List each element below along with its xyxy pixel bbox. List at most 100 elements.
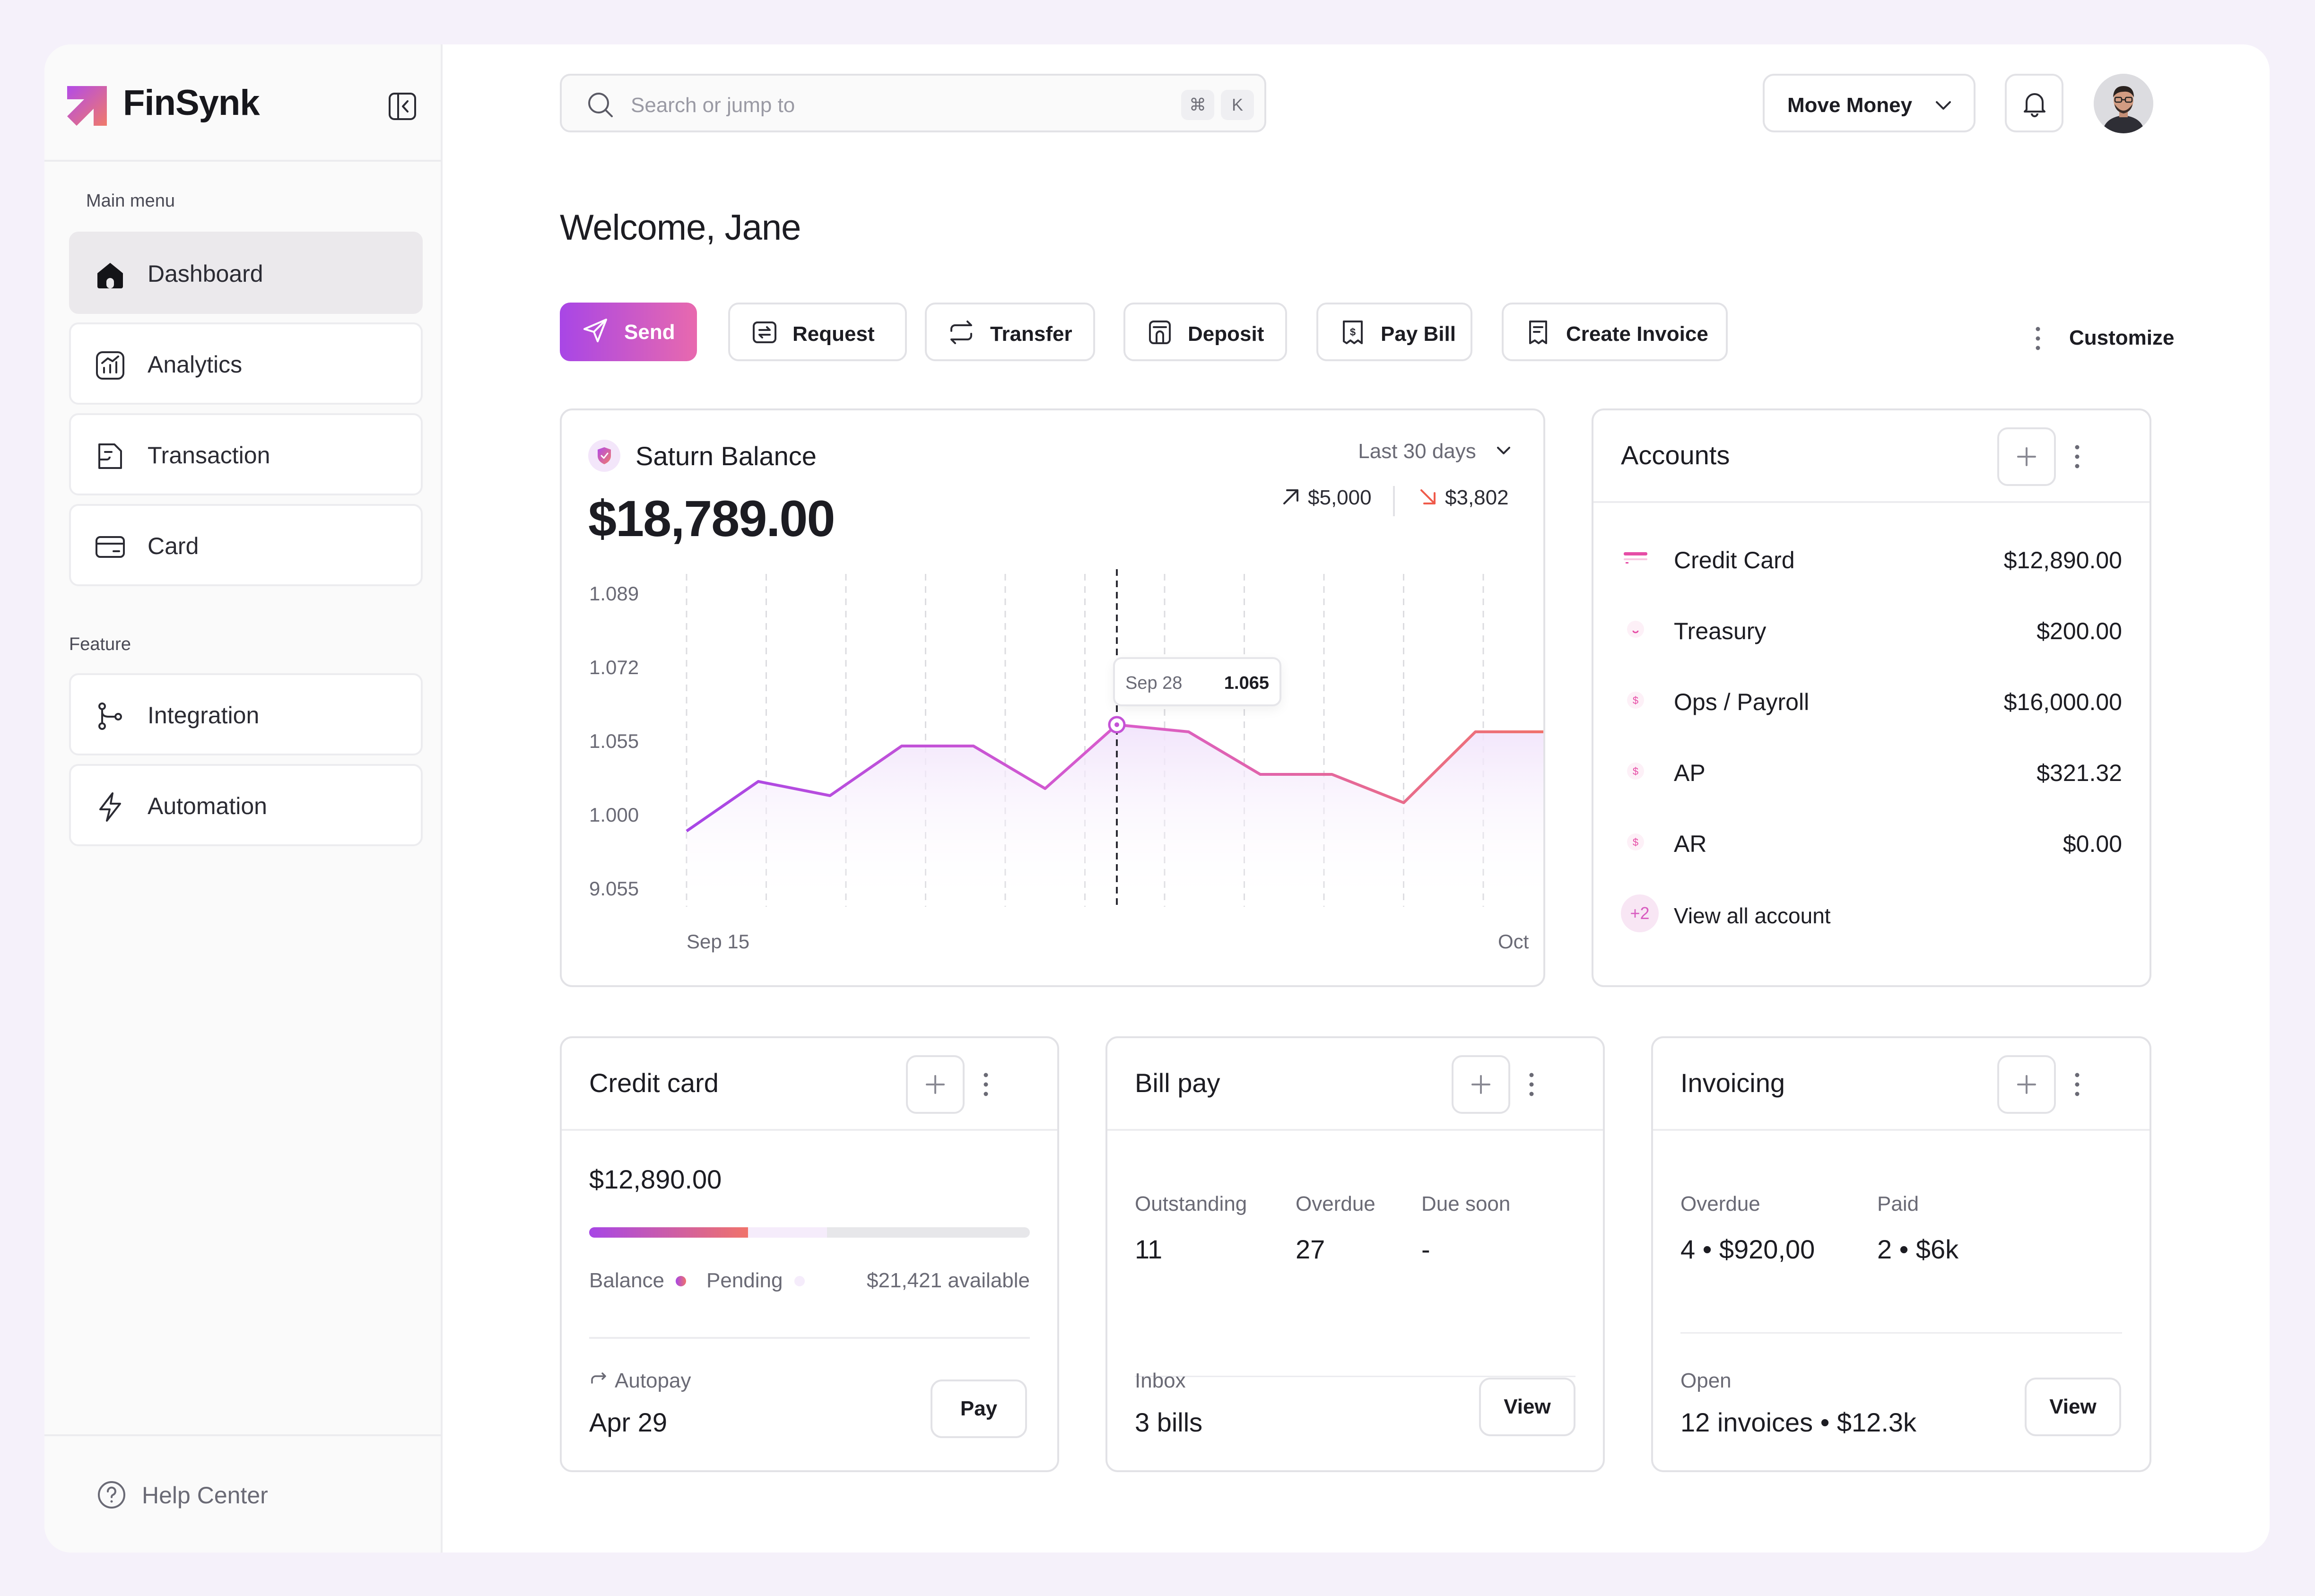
create-invoice-button[interactable]: Create Invoice xyxy=(1502,303,1728,361)
x-axis-tick: Sep 15 xyxy=(687,930,750,953)
card-divider xyxy=(562,1129,1057,1131)
credit-usage-bar xyxy=(589,1227,1030,1238)
pending-legend: Pending xyxy=(706,1269,805,1292)
due-soon-value: - xyxy=(1421,1234,1430,1264)
inbox-value: 3 bills xyxy=(1135,1407,1203,1437)
view-all-accounts-link[interactable]: +2 View all account xyxy=(1593,889,2150,936)
balance-line-chart xyxy=(686,569,1543,907)
account-amount: $12,890.00 xyxy=(2003,547,2122,573)
svg-text:$: $ xyxy=(1350,326,1356,338)
finsynk-logo-icon xyxy=(67,86,107,126)
plus-icon xyxy=(926,1075,945,1094)
send-button[interactable]: Send xyxy=(560,303,697,361)
bill-icon: $ xyxy=(1343,321,1363,344)
sidebar-collapse-icon[interactable] xyxy=(388,92,417,121)
autopay-label-row: Autopay xyxy=(589,1369,691,1393)
pay-bill-button[interactable]: $ Pay Bill xyxy=(1316,303,1472,361)
card-divider xyxy=(1653,1129,2150,1131)
request-label: Request xyxy=(792,322,875,346)
search-placeholder: Search or jump to xyxy=(631,94,795,117)
date-range-dropdown[interactable]: Last 30 days xyxy=(1358,440,1513,463)
add-invoice-button[interactable] xyxy=(1997,1055,2056,1114)
kebab-icon[interactable] xyxy=(979,1070,993,1099)
add-bill-button[interactable] xyxy=(1452,1055,1510,1114)
repeat-icon xyxy=(591,1372,606,1384)
balance-card: Saturn Balance Last 30 days $18,789.00 $… xyxy=(560,408,1545,987)
outflow-stat: $3,802 xyxy=(1418,486,1509,510)
autopay-date: Apr 29 xyxy=(589,1407,667,1437)
search-icon xyxy=(588,93,613,117)
add-credit-card-button[interactable] xyxy=(906,1055,965,1114)
kebab-icon[interactable] xyxy=(2070,442,2084,471)
balance-dot xyxy=(676,1276,687,1286)
deposit-icon xyxy=(1149,321,1171,344)
kebab-icon[interactable] xyxy=(1524,1070,1539,1099)
sidebar-item-label: Analytics xyxy=(148,351,243,378)
help-center-link[interactable]: Help Center xyxy=(44,1434,441,1553)
user-avatar-icon xyxy=(2094,74,2153,133)
account-amount: $0.00 xyxy=(2063,831,2122,857)
tooltip-date: Sep 28 xyxy=(1125,673,1183,693)
avatar[interactable] xyxy=(2094,74,2153,133)
view-bills-button[interactable]: View xyxy=(1479,1378,1575,1436)
credit-card-widget: Credit card $12,890.00 Balance Pending $… xyxy=(560,1036,1059,1472)
account-name: Treasury xyxy=(1674,618,1767,644)
sidebar-item-integration[interactable]: Integration xyxy=(69,673,423,755)
y-axis-tick: 1.072 xyxy=(589,656,639,678)
sidebar-item-analytics[interactable]: Analytics xyxy=(69,322,423,405)
move-money-button[interactable]: Move Money xyxy=(1763,74,1976,132)
account-amount: $16,000.00 xyxy=(2003,689,2122,715)
y-axis-tick: 1.055 xyxy=(589,730,639,752)
bill-pay-title: Bill pay xyxy=(1135,1068,1220,1098)
balance-fill xyxy=(589,1227,748,1238)
balance-legend: Balance xyxy=(589,1269,687,1292)
invoice-icon xyxy=(1529,321,1547,344)
plus-icon xyxy=(2017,447,2036,466)
pending-legend-label: Pending xyxy=(706,1269,783,1292)
pay-bill-label: Pay Bill xyxy=(1381,322,1456,346)
page-title: Welcome, Jane xyxy=(560,208,801,248)
sidebar-item-label: Dashboard xyxy=(148,260,263,287)
chart-hover-point-center xyxy=(1114,722,1119,727)
shield-icon xyxy=(588,440,620,472)
invoice-open-label: Open xyxy=(1680,1369,1732,1392)
deposit-button[interactable]: Deposit xyxy=(1123,303,1287,361)
account-row-ap[interactable]: $ AP $321.32 xyxy=(1593,747,2150,794)
sidebar-item-automation[interactable]: Automation xyxy=(69,764,423,846)
sidebar-item-card[interactable]: Card xyxy=(69,504,423,586)
tooltip-value: 1.065 xyxy=(1224,673,1269,693)
svg-text:$: $ xyxy=(1633,836,1638,848)
account-row-treasury[interactable]: Treasury $200.00 xyxy=(1593,605,2150,652)
card-divider xyxy=(1680,1332,2122,1334)
dollar-icon: $ xyxy=(1627,833,1644,850)
account-row-credit-card[interactable]: Credit Card $12,890.00 xyxy=(1593,534,2150,581)
sidebar-item-label: Integration xyxy=(148,702,260,729)
sidebar-item-label: Automation xyxy=(148,793,267,819)
notifications-button[interactable] xyxy=(2005,74,2063,132)
request-button[interactable]: Request xyxy=(728,303,907,361)
sidebar-item-dashboard[interactable]: Dashboard xyxy=(69,232,423,314)
shortcut-k-key: K xyxy=(1221,90,1254,120)
pay-button[interactable]: Pay xyxy=(931,1379,1027,1438)
transfer-button[interactable]: Transfer xyxy=(925,303,1095,361)
add-account-button[interactable] xyxy=(1997,427,2056,486)
home-icon xyxy=(97,263,123,288)
account-row-ar[interactable]: $ AR $0.00 xyxy=(1593,818,2150,865)
outflow-value: $3,802 xyxy=(1445,486,1509,509)
search-input[interactable]: Search or jump to ⌘ K xyxy=(560,74,1266,132)
plus-icon xyxy=(1471,1075,1490,1094)
transfer-label: Transfer xyxy=(990,322,1072,346)
outstanding-label: Outstanding xyxy=(1135,1192,1247,1215)
feature-label: Feature xyxy=(69,634,131,654)
kebab-icon[interactable] xyxy=(2070,1070,2084,1099)
account-row-ops-payroll[interactable]: $ Ops / Payroll $16,000.00 xyxy=(1593,676,2150,723)
y-axis-tick: 1.089 xyxy=(589,582,639,605)
credit-card-icon xyxy=(1624,552,1647,564)
inbox-label: Inbox xyxy=(1135,1369,1186,1392)
view-all-label: View all account xyxy=(1674,903,1831,928)
sidebar-item-transaction[interactable]: Transaction xyxy=(69,413,423,495)
view-invoices-button[interactable]: View xyxy=(2025,1378,2121,1436)
send-label: Send xyxy=(624,321,675,344)
svg-text:$: $ xyxy=(1633,765,1638,777)
invoicing-title: Invoicing xyxy=(1680,1068,1785,1098)
